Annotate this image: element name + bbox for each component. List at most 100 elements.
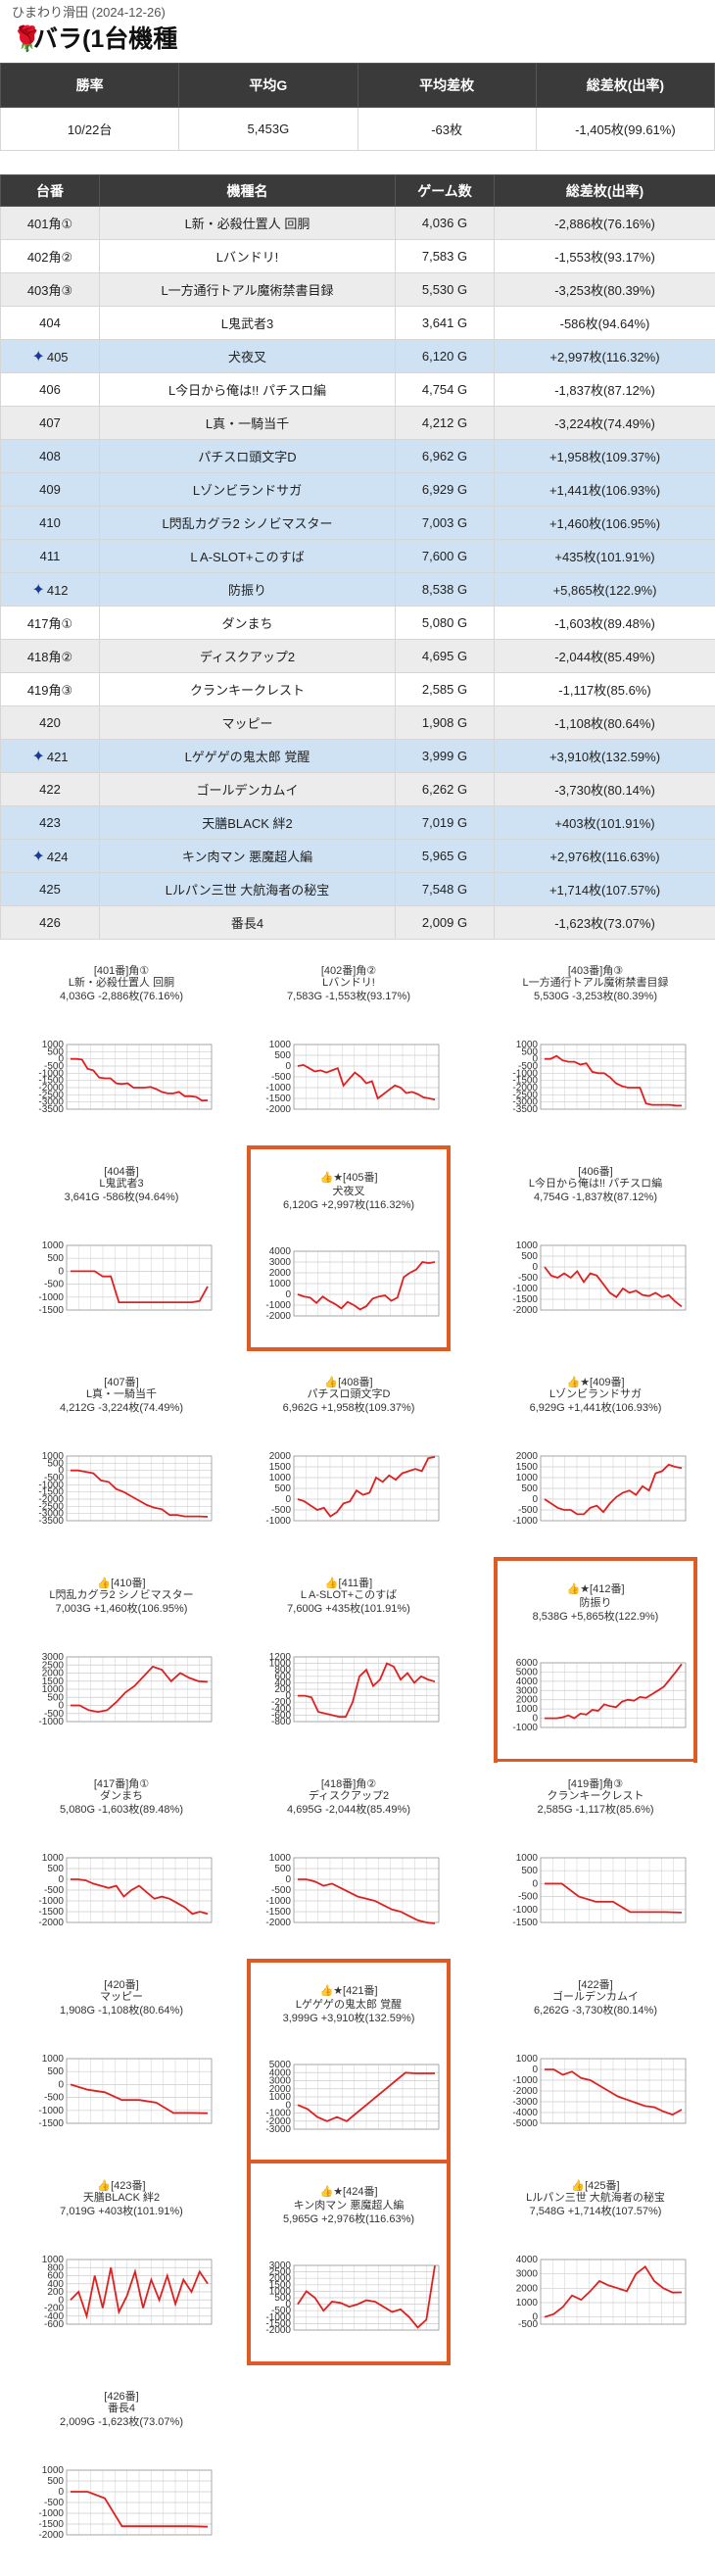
card-l1: [420番] [24,1976,219,1992]
y-tick-label: 1000 [516,1241,539,1251]
summary-avg-games: 5,453G [178,107,358,151]
machine-games: 1,908 G [395,705,495,740]
y-tick-label: -1500 [38,1907,64,1918]
y-tick-label: 1000 [42,2466,65,2476]
y-tick-label: 3000 [269,2076,292,2087]
machine-number-text: 411 [39,549,61,563]
card-l3: 4,754G -1,837枚(87.12%) [498,1189,693,1204]
machine-number: 403角③ [0,272,100,307]
chart-card: 👍[410番] L閃乱カグラ2 シノビマスター 7,003G +1,460枚(106… [24,1561,219,1755]
y-tick-label: -1000 [265,1516,291,1527]
table-row: 419角③ クランキークレスト 2,585 G -1,117枚(85.6%) [0,672,715,706]
card-l3: 7,019G +403枚(101.91%) [24,2203,219,2218]
thumbs-up-icon: 👍 [319,1172,334,1184]
y-tick-label: 400 [47,2279,64,2290]
machine-diff: -1,117枚(85.6%) [494,672,715,706]
machine-number: 411 [0,539,100,573]
y-tick-label: 600 [47,2271,64,2282]
y-tick-label: -500 [44,1280,64,1290]
card-text: 3,641G -586枚(94.64%) [64,1191,179,1203]
chart-card: 👍[411番] L A-SLOT+このすば 7,600G +435枚(101.91%… [251,1561,447,1755]
series-line [70,2267,209,2320]
card-text: 5,965G +2,976枚(116.63%) [282,2213,415,2225]
sparkle-icon: ✦ [31,581,45,599]
y-tick-label: 3000 [516,2269,539,2280]
machine-games: 7,019 G [395,805,495,840]
card-text: [408番] [338,1377,373,1388]
table-row: 403角③ L一方通行トアル魔術禁書目録 5,530 G -3,253枚(80.39%… [0,272,715,307]
card-l2: 防振り [498,1594,693,1610]
machine-name: L鬼武者3 [99,306,396,340]
thumbs-up-icon: 👍 [566,1583,581,1595]
y-tick-label: 2000 [516,2283,539,2294]
y-tick-label: 1500 [269,1462,292,1473]
y-tick-label: -400 [271,1704,291,1715]
card-text: L閃乱カグラ2 シノビマスター [49,1589,194,1601]
machine-games: 5,965 G [395,839,495,873]
machine-diff: -586枚(94.64%) [494,306,715,340]
table-row: 425 Lルパン三世 大航海者の秘宝 7,548 G +1,714枚(107.57%) [0,872,715,906]
machine-name: キン肉マン 悪魔超人編 [99,839,396,873]
y-tick-label: 3000 [269,2261,292,2271]
machine-diff: +1,714枚(107.57%) [494,872,715,906]
machine-name: 犬夜叉 [99,339,396,373]
machine-games: 5,530 G [395,272,495,307]
series-line [71,1057,209,1102]
plot-frame [293,2064,440,2130]
card-l3: 6,929G +1,441枚(106.93%) [498,1399,693,1415]
y-tick-label: 1500 [42,1677,65,1687]
y-tick-label: -1000 [265,1083,291,1094]
card-text: 7,583G -1,553枚(93.17%) [287,991,410,1002]
machine-name: L一方通行トアル魔術禁書目録 [99,272,396,307]
y-tick-label: 0 [58,1874,64,1885]
y-tick-label: -1000 [38,1717,64,1727]
machine-games: 2,009 G [395,905,495,940]
card-text: Lゾンビランドサガ [548,1388,643,1400]
series-line [544,1463,683,1516]
card-l2: L新・必殺仕置人 回胴 [24,974,219,990]
y-tick-label: 800 [274,1665,291,1676]
card-text: [426番] [104,2391,139,2403]
plot-frame [66,2058,213,2124]
thumbs-up-icon: 👍 [324,1578,339,1589]
y-tick-label: -200 [44,2304,64,2314]
y-tick-label: 500 [274,1864,291,1874]
plot-frame [66,1857,213,1923]
y-tick-label: 0 [532,2312,538,2323]
y-tick-label: -1000 [512,1723,538,1733]
machine-header-number: 台番 [0,174,100,207]
y-tick-label: -3000 [512,1097,538,1108]
machine-table: 台番 機種名 ゲーム数 総差枚(出率) 401角① L新・必殺仕置人 回胴 4,03… [0,174,715,940]
y-tick-label: 1000 [269,1854,292,1864]
card-l2: パチスロ頭文字D [251,1385,447,1401]
y-tick-label: 4000 [269,2067,292,2078]
y-tick-label: -1500 [38,2118,64,2129]
card-l2: L今日から俺は!! パチスロ編 [498,1175,693,1191]
y-tick-label: 500 [521,1251,538,1262]
machine-diff: -3,730枚(80.14%) [494,772,715,806]
thumbs-up-icon: 👍 [566,1377,581,1388]
card-l1: 👍[423番] [24,2177,219,2193]
machine-number: 423 [0,805,100,840]
sparkle-icon: ✦ [31,848,45,865]
machine-number-text: 421 [46,749,69,764]
plot-frame [66,2259,213,2325]
line-chart: 10005000-500-1000-1500-2000-2500-3000-35… [38,1452,213,1527]
machine-number-text: 426 [39,915,61,930]
card-l1: 👍★[424番] [251,2183,447,2199]
machine-diff: -3,253枚(80.39%) [494,272,715,307]
series-line [545,1054,683,1107]
y-tick-label: 2000 [269,1268,292,1279]
card-l1: 👍[411番] [251,1575,447,1590]
card-l3: 7,003G +1,460枚(106.95%) [24,1600,219,1616]
y-tick-label: 1000 [269,2286,292,2297]
y-tick-label: 1000 [42,2055,65,2065]
y-tick-label: 500 [47,1864,64,1874]
plot-frame [293,1044,440,1110]
machine-games: 4,212 G [395,406,495,440]
card-l1: [406番] [498,1163,693,1179]
card-text: 6,120G +2,997枚(116.32%) [282,1199,415,1211]
machine-number: 404 [0,306,100,340]
table-row: 408 パチスロ頭文字D 6,962 G +1,958枚(109.37%) [0,439,715,473]
